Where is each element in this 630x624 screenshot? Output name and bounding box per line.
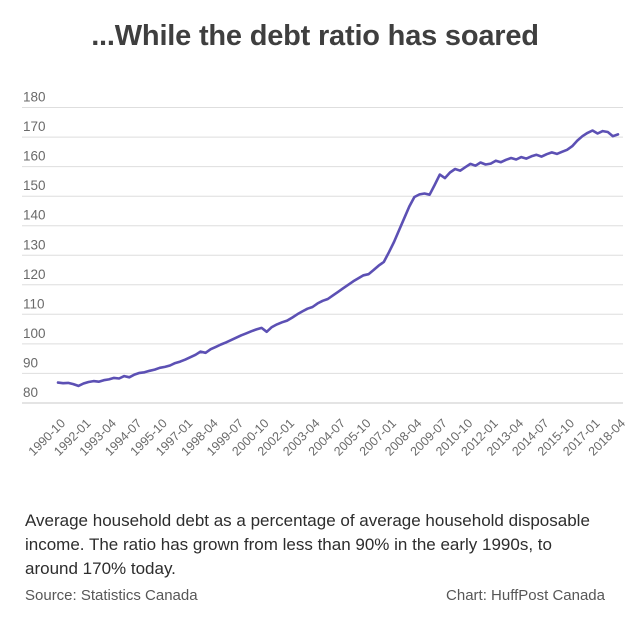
grid-and-y-axis: 80 90 100 110 120 130 140 150 160 170 180 bbox=[22, 90, 623, 404]
y-axis-tick-label: 160 bbox=[23, 149, 46, 164]
y-axis-tick-label: 90 bbox=[23, 355, 38, 370]
y-axis-tick-label: 110 bbox=[23, 296, 45, 311]
chart-footer: Source: Statistics Canada Chart: HuffPos… bbox=[25, 587, 605, 604]
source-note: Source: Statistics Canada bbox=[25, 587, 198, 605]
y-axis-tick-label: 80 bbox=[23, 385, 38, 400]
y-axis-tick-label: 180 bbox=[23, 90, 46, 105]
y-axis-tick-label: 130 bbox=[23, 237, 46, 252]
chart-caption: Average household debt as a percentage o… bbox=[25, 511, 590, 579]
debt-ratio-line-chart: 80 90 100 110 120 130 140 150 160 170 180 1990-1019… bbox=[22, 90, 628, 459]
y-axis-tick-label: 170 bbox=[23, 119, 46, 134]
y-axis-tick-label: 140 bbox=[23, 208, 46, 223]
chart-card: ...While the debt ratio has soared 80 90 1… bbox=[0, 20, 630, 624]
x-axis-labels: 1990-101992-011993-041994-071995-101997-… bbox=[26, 416, 628, 458]
debt-ratio-series-line bbox=[56, 129, 620, 388]
y-axis-tick-label: 100 bbox=[23, 326, 46, 341]
credit-note: Chart: HuffPost Canada bbox=[446, 587, 605, 605]
y-axis-tick-label: 150 bbox=[23, 178, 46, 193]
y-axis-tick-label: 120 bbox=[23, 267, 46, 282]
chart-title: ...While the debt ratio has soared bbox=[91, 20, 539, 52]
